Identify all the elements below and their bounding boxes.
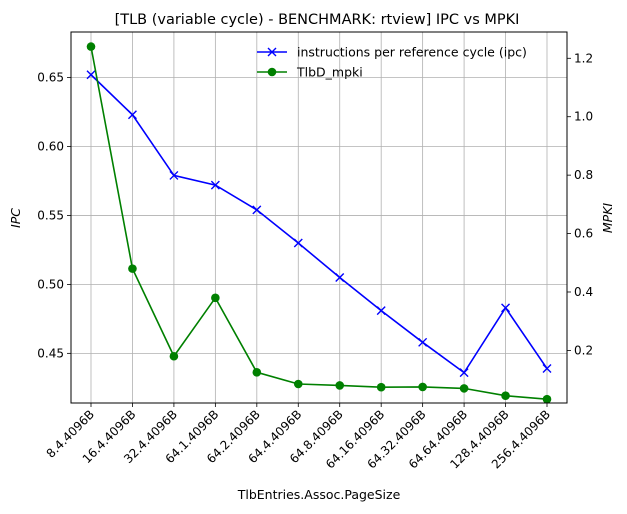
- y-tick-label-right: 0.8: [574, 168, 593, 182]
- legend-circle-marker: [267, 67, 277, 77]
- data-point-circle-marker: [86, 42, 96, 51]
- legend-label-1: instructions per reference cycle (ipc): [297, 45, 527, 60]
- data-point-x-marker: [252, 205, 262, 215]
- data-point-circle-marker: [542, 394, 552, 404]
- y-axis-label-left: IPC: [8, 208, 23, 228]
- y-tick-label-right: 0.2: [574, 343, 593, 357]
- data-point-x-marker: [127, 110, 137, 120]
- y-tick-label-left: 0.45: [37, 346, 64, 360]
- data-point-circle-marker: [418, 382, 427, 392]
- y-tick-label-left: 0.60: [37, 139, 64, 153]
- chart-title: [TLB (variable cycle) - BENCHMARK: rtvie…: [115, 12, 520, 28]
- series-line-1: [90, 74, 548, 374]
- y-tick-label-left: 0.50: [37, 277, 64, 291]
- data-point-circle-marker: [459, 384, 469, 393]
- legend-x-marker: [267, 47, 277, 57]
- data-point-x-marker: [86, 70, 96, 80]
- data-point-x-marker: [210, 180, 220, 190]
- data-point-circle-marker: [211, 293, 220, 303]
- data-point-x-marker: [418, 337, 428, 347]
- data-point-x-marker: [542, 364, 552, 374]
- data-point-x-marker: [293, 238, 303, 248]
- data-point-circle-marker: [128, 264, 137, 273]
- data-point-x-marker: [335, 272, 345, 282]
- y-tick-label-right: 1.2: [574, 51, 593, 65]
- data-point-circle-marker: [252, 368, 262, 377]
- grid-lines: [71, 32, 567, 403]
- data-point-x-marker: [501, 303, 511, 313]
- y-tick-label-right: 0.6: [574, 227, 593, 241]
- series-layer: [86, 42, 552, 404]
- data-point-x-marker: [169, 170, 179, 180]
- data-point-x-marker: [459, 368, 469, 378]
- legend-label-2: TlbD_mpki: [296, 65, 363, 80]
- x-axis-label: TlbEntries.Assoc.PageSize: [237, 487, 401, 502]
- data-point-circle-marker: [501, 391, 510, 400]
- y-axis-label-right: MPKI: [600, 203, 615, 234]
- series-line-2: [90, 46, 548, 400]
- y-tick-label-right: 0.4: [574, 285, 593, 299]
- plot-frame: [70, 31, 568, 404]
- legend: instructions per reference cycle (ipc) Tl…: [257, 45, 527, 80]
- data-point-circle-marker: [169, 351, 179, 361]
- y-tick-label-left: 0.65: [37, 71, 64, 85]
- y-tick-label-left: 0.55: [37, 208, 64, 222]
- data-point-circle-marker: [335, 381, 345, 390]
- data-point-x-marker: [376, 306, 386, 316]
- data-point-circle-marker: [376, 382, 386, 392]
- y-tick-label-right: 1.0: [574, 110, 593, 124]
- axis-ticks: 8.4.4096B16.4.4096B32.4.4096B64.1.4096B6…: [37, 51, 593, 471]
- data-point-circle-marker: [293, 379, 303, 389]
